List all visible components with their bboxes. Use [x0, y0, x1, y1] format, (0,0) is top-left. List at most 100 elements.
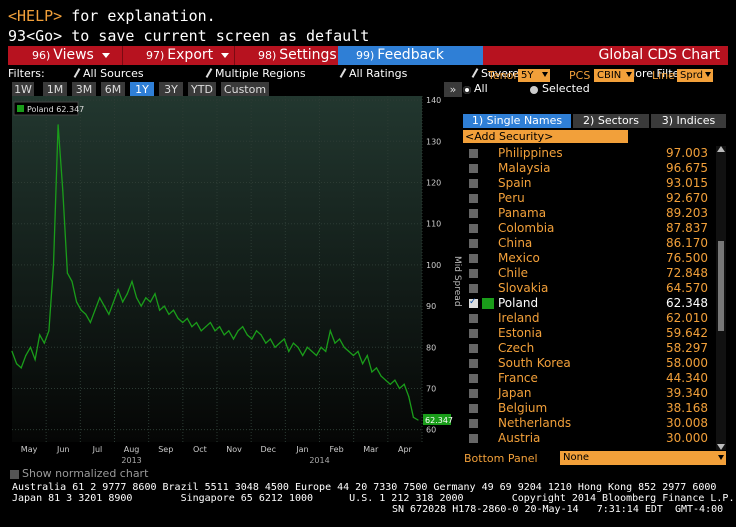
row-checkbox[interactable] [469, 329, 478, 338]
list-item[interactable]: Netherlands 30.008 [464, 416, 716, 431]
row-checkbox[interactable] [469, 164, 478, 173]
row-checkbox[interactable] [469, 404, 478, 413]
data-point [255, 330, 258, 332]
data-point [385, 379, 387, 381]
row-checkbox[interactable] [469, 224, 478, 233]
list-item[interactable]: Malaysia 96.675 [464, 161, 716, 176]
export-menu-button[interactable]: 97) Export [122, 46, 234, 65]
go-key[interactable]: <Go> [26, 27, 63, 45]
data-point [278, 342, 281, 344]
data-point [182, 321, 184, 324]
list-item[interactable]: Japan 39.340 [464, 386, 716, 401]
list-item[interactable]: Chile 72.848 [464, 266, 716, 281]
data-point [283, 338, 285, 340]
row-checkbox[interactable] [469, 194, 478, 203]
range-1y-button[interactable]: 1Y [130, 82, 154, 97]
list-item[interactable]: Slovakia 64.570 [464, 281, 716, 296]
list-item[interactable]: Poland 62.348 [464, 295, 716, 311]
data-point [112, 301, 115, 303]
list-item[interactable]: Colombia 87.837 [464, 221, 716, 236]
scroll-up-icon[interactable] [717, 146, 725, 152]
selected-radio[interactable] [530, 86, 538, 94]
data-point [265, 342, 267, 344]
row-checkbox[interactable] [469, 269, 478, 278]
list-item[interactable]: France 44.340 [464, 371, 716, 386]
line-label: Line [652, 69, 675, 82]
all-radio-label: All [474, 82, 488, 95]
y-tick-label: 70 [426, 384, 436, 393]
footer-phones-line: Australia 61 2 9777 8600 Brazil 5511 304… [12, 482, 717, 493]
data-point [48, 330, 50, 332]
row-checkbox[interactable] [469, 314, 478, 323]
tab-sectors[interactable]: 2) Sectors [573, 114, 649, 128]
all-radio[interactable] [463, 86, 471, 94]
row-checkbox[interactable] [469, 434, 478, 443]
list-item[interactable]: Panama 89.203 [464, 206, 716, 221]
scroll-down-icon[interactable] [717, 444, 725, 450]
x-tick-label: Feb [329, 445, 343, 454]
list-item[interactable]: Peru 92.670 [464, 191, 716, 206]
filters-label: Filters: [8, 67, 45, 80]
tab-single-names[interactable]: 1) Single Names [463, 114, 571, 128]
range-custom-button[interactable]: Custom [221, 82, 269, 97]
range-3m-button[interactable]: 3M [72, 82, 96, 97]
pcs-label: PCS [569, 69, 591, 82]
help-key[interactable]: <HELP> [8, 7, 63, 25]
row-name: Chile [498, 266, 529, 280]
list-item[interactable]: Ireland 62.010 [464, 311, 716, 326]
data-point [329, 330, 331, 332]
x-tick-label: Apr [398, 445, 413, 454]
row-name: Czech [498, 341, 535, 355]
filter-ratings[interactable]: All Ratings [339, 67, 407, 80]
pcs-select[interactable]: CBIN [594, 69, 634, 82]
line-select[interactable]: Sprd [677, 69, 713, 82]
list-item[interactable]: Estonia 59.642 [464, 326, 716, 341]
row-checkbox[interactable] [469, 374, 478, 383]
row-checkbox[interactable] [469, 254, 478, 263]
row-checkbox[interactable] [469, 344, 478, 353]
range-3y-button[interactable]: 3Y [159, 82, 183, 97]
views-menu-button[interactable]: 96) Views [8, 46, 120, 65]
range-1m-button[interactable]: 1M [43, 82, 67, 97]
range-6m-button[interactable]: 6M [101, 82, 125, 97]
data-point [260, 334, 262, 336]
row-checkbox[interactable] [469, 149, 478, 158]
list-item[interactable]: Philippines 97.003 [464, 146, 716, 161]
list-item[interactable]: Belgium 38.168 [464, 401, 716, 416]
views-menu-number: 96) [32, 49, 51, 62]
scroll-thumb[interactable] [718, 241, 724, 331]
row-checkbox[interactable] [469, 209, 478, 218]
add-security-input[interactable]: <Add Security> [463, 130, 628, 143]
row-checkbox[interactable] [469, 389, 478, 398]
list-item[interactable]: Mexico 76.500 [464, 251, 716, 266]
pencil-icon [471, 68, 479, 78]
list-item[interactable]: Spain 93.015 [464, 176, 716, 191]
feedback-button[interactable]: 99) Feedback [338, 46, 483, 65]
normalized-checkbox[interactable] [10, 470, 19, 479]
list-scrollbar[interactable] [716, 146, 726, 450]
expand-panel-icon[interactable]: » [444, 82, 462, 97]
list-item[interactable]: China 86.170 [464, 236, 716, 251]
row-checkbox[interactable] [469, 239, 478, 248]
filter-sources[interactable]: All Sources [73, 67, 144, 80]
range-ytd-button[interactable]: YTD [188, 82, 216, 97]
x-tick-label: Jan [295, 445, 308, 454]
data-point [16, 363, 18, 365]
row-checkbox[interactable] [469, 295, 478, 310]
range-1w-button[interactable]: 1W [12, 82, 34, 97]
row-checkbox[interactable] [469, 179, 478, 188]
filter-regions[interactable]: Multiple Regions [205, 67, 306, 80]
data-point [205, 326, 207, 328]
bottom-panel-select[interactable]: None [560, 451, 726, 465]
settings-menu-button[interactable]: 98) Settings [234, 46, 338, 65]
data-point [375, 367, 378, 369]
row-checkbox[interactable] [469, 284, 478, 293]
list-item[interactable]: Czech 58.297 [464, 341, 716, 356]
tenor-select[interactable]: 5Y [518, 69, 550, 82]
row-name: Colombia [498, 221, 555, 235]
list-item[interactable]: South Korea 58.000 [464, 356, 716, 371]
row-checkbox[interactable] [469, 359, 478, 368]
list-item[interactable]: Austria 30.000 [464, 431, 716, 446]
row-checkbox[interactable] [469, 419, 478, 428]
tab-indices[interactable]: 3) Indices [651, 114, 726, 128]
